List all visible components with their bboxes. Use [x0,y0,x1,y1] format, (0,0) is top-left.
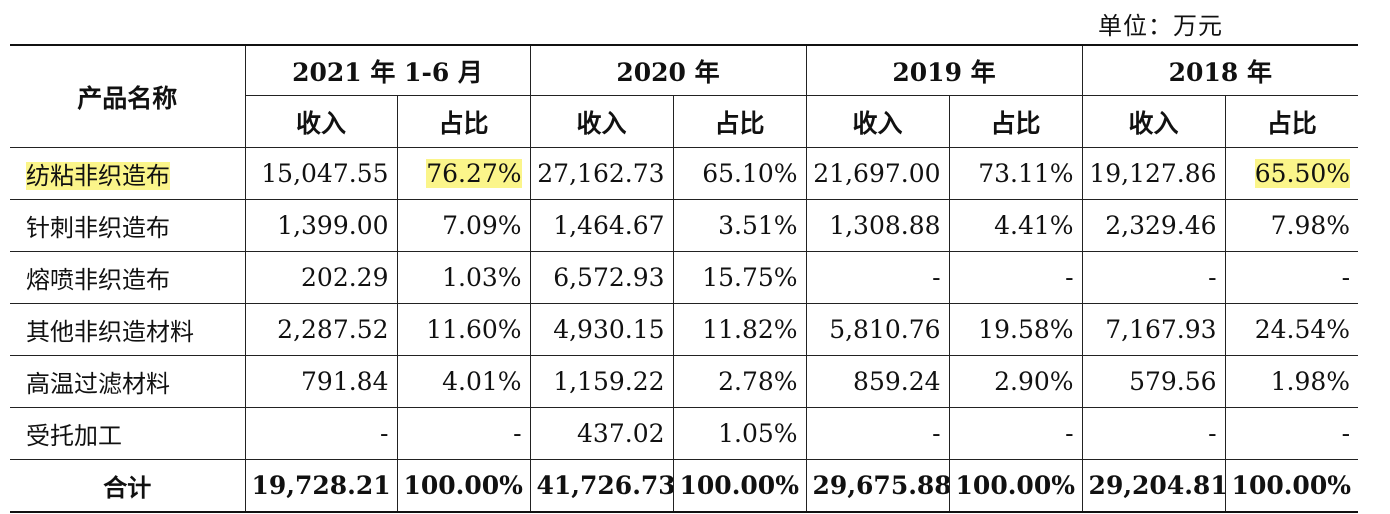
share-cell: 7.98% [1224,199,1359,252]
income-cell: 437.02 [529,407,674,460]
income-cell: 27,162.73 [529,147,674,200]
total-income-cell: 29,204.81 [1081,459,1226,513]
share-cell: 76.27% [396,147,531,200]
header-income: 收入 [245,95,398,148]
share-cell: 3.51% [672,199,807,252]
income-cell: - [244,407,398,460]
share-cell: 2.78% [672,355,807,408]
share-cell: 7.09% [396,199,531,252]
table-row: 熔喷非织造布 202.29 1.03% 6,572.93 15.75% - - … [10,251,1359,304]
table-row: 针刺非织造布 1,399.00 7.09% 1,464.67 3.51% 1,3… [10,199,1359,252]
header-period: 2018 年 [1081,44,1359,96]
header-period: 2020 年 [529,44,807,96]
share-cell: 73.11% [948,147,1083,200]
share-cell: 24.54% [1224,303,1359,356]
share-cell: - [396,407,531,460]
share-cell: 11.82% [672,303,807,356]
share-cell: 65.50% [1224,147,1359,200]
share-cell: 4.41% [948,199,1083,252]
row-name: 其他非织造材料 [10,303,246,356]
share-cell: - [948,251,1083,304]
income-cell: 6,572.93 [529,251,674,304]
income-cell: 791.84 [244,355,398,408]
share-cell: 15.75% [672,251,807,304]
row-name: 针刺非织造布 [10,199,246,252]
total-share-cell: 100.00% [948,459,1083,513]
table-row: 高温过滤材料 791.84 4.01% 1,159.22 2.78% 859.2… [10,355,1359,408]
income-cell: 5,810.76 [805,303,950,356]
row-name-cell: 纺粘非织造布 [10,147,246,200]
total-share-cell: 100.00% [396,459,531,513]
header-row-periods: 产品名称 2021 年 1-6 月 2020 年 2019 年 2018 年 [10,44,1359,148]
share-cell: 1.98% [1224,355,1359,408]
header-share: 占比 [396,95,531,148]
income-cell: 15,047.55 [244,147,398,200]
header-period: 2019 年 [805,44,1083,96]
header-income: 收入 [529,95,674,148]
income-cell: 1,464.67 [529,199,674,252]
income-cell: 579.56 [1081,355,1226,408]
total-income-cell: 29,675.88 [805,459,950,513]
income-cell: - [805,407,950,460]
share-cell: - [1224,407,1359,460]
share-cell: - [948,407,1083,460]
row-name: 纺粘非织造布 [26,162,170,190]
share-cell: 4.01% [396,355,531,408]
header-row-metrics: 收入 占比 收入 占比 收入 占比 收入 占比 [10,95,1359,148]
total-label: 合计 [10,459,246,513]
income-cell: - [1081,407,1226,460]
table-row: 纺粘非织造布 15,047.55 76.27% 27,162.73 65.10%… [10,147,1359,200]
income-cell: - [1081,251,1226,304]
row-name: 受托加工 [10,407,246,460]
header-product-name: 产品名称 [10,44,246,148]
row-name: 高温过滤材料 [10,355,246,408]
total-income-cell: 19,728.21 [244,459,398,513]
header-income: 收入 [1081,95,1226,148]
share-value: 76.27% [426,159,522,188]
share-cell: - [1224,251,1359,304]
share-cell: 19.58% [948,303,1083,356]
header-share: 占比 [1224,95,1359,148]
share-cell: 65.10% [672,147,807,200]
total-share-cell: 100.00% [672,459,807,513]
header-share: 占比 [672,95,807,148]
total-row: 合计 19,728.21 100.00% 41,726.73 100.00% 2… [10,459,1359,513]
share-cell: 2.90% [948,355,1083,408]
income-cell: 1,159.22 [529,355,674,408]
income-cell: 202.29 [244,251,398,304]
revenue-table: 产品名称 2021 年 1-6 月 2020 年 2019 年 2018 年 收… [10,44,1359,513]
income-cell: 7,167.93 [1081,303,1226,356]
income-cell: 1,399.00 [244,199,398,252]
income-cell: 859.24 [805,355,950,408]
income-cell: 19,127.86 [1081,147,1226,200]
header-period: 2021 年 1-6 月 [244,44,531,96]
share-cell: 1.05% [672,407,807,460]
total-income-cell: 41,726.73 [529,459,674,513]
income-cell: 1,308.88 [805,199,950,252]
share-cell: 11.60% [396,303,531,356]
share-cell: 1.03% [396,251,531,304]
header-income: 收入 [805,95,950,148]
income-cell: 21,697.00 [805,147,950,200]
income-cell: 4,930.15 [529,303,674,356]
income-cell: 2,329.46 [1081,199,1226,252]
table-row: 受托加工 - - 437.02 1.05% - - - - [10,407,1359,460]
share-value: 65.50% [1254,159,1351,188]
total-share-cell: 100.00% [1224,459,1359,513]
header-share: 占比 [948,95,1083,148]
unit-label: 单位：万元 [1098,12,1223,40]
income-cell: 2,287.52 [244,303,398,356]
income-cell: - [805,251,950,304]
table-row: 其他非织造材料 2,287.52 11.60% 4,930.15 11.82% … [10,303,1359,356]
row-name: 熔喷非织造布 [10,251,246,304]
